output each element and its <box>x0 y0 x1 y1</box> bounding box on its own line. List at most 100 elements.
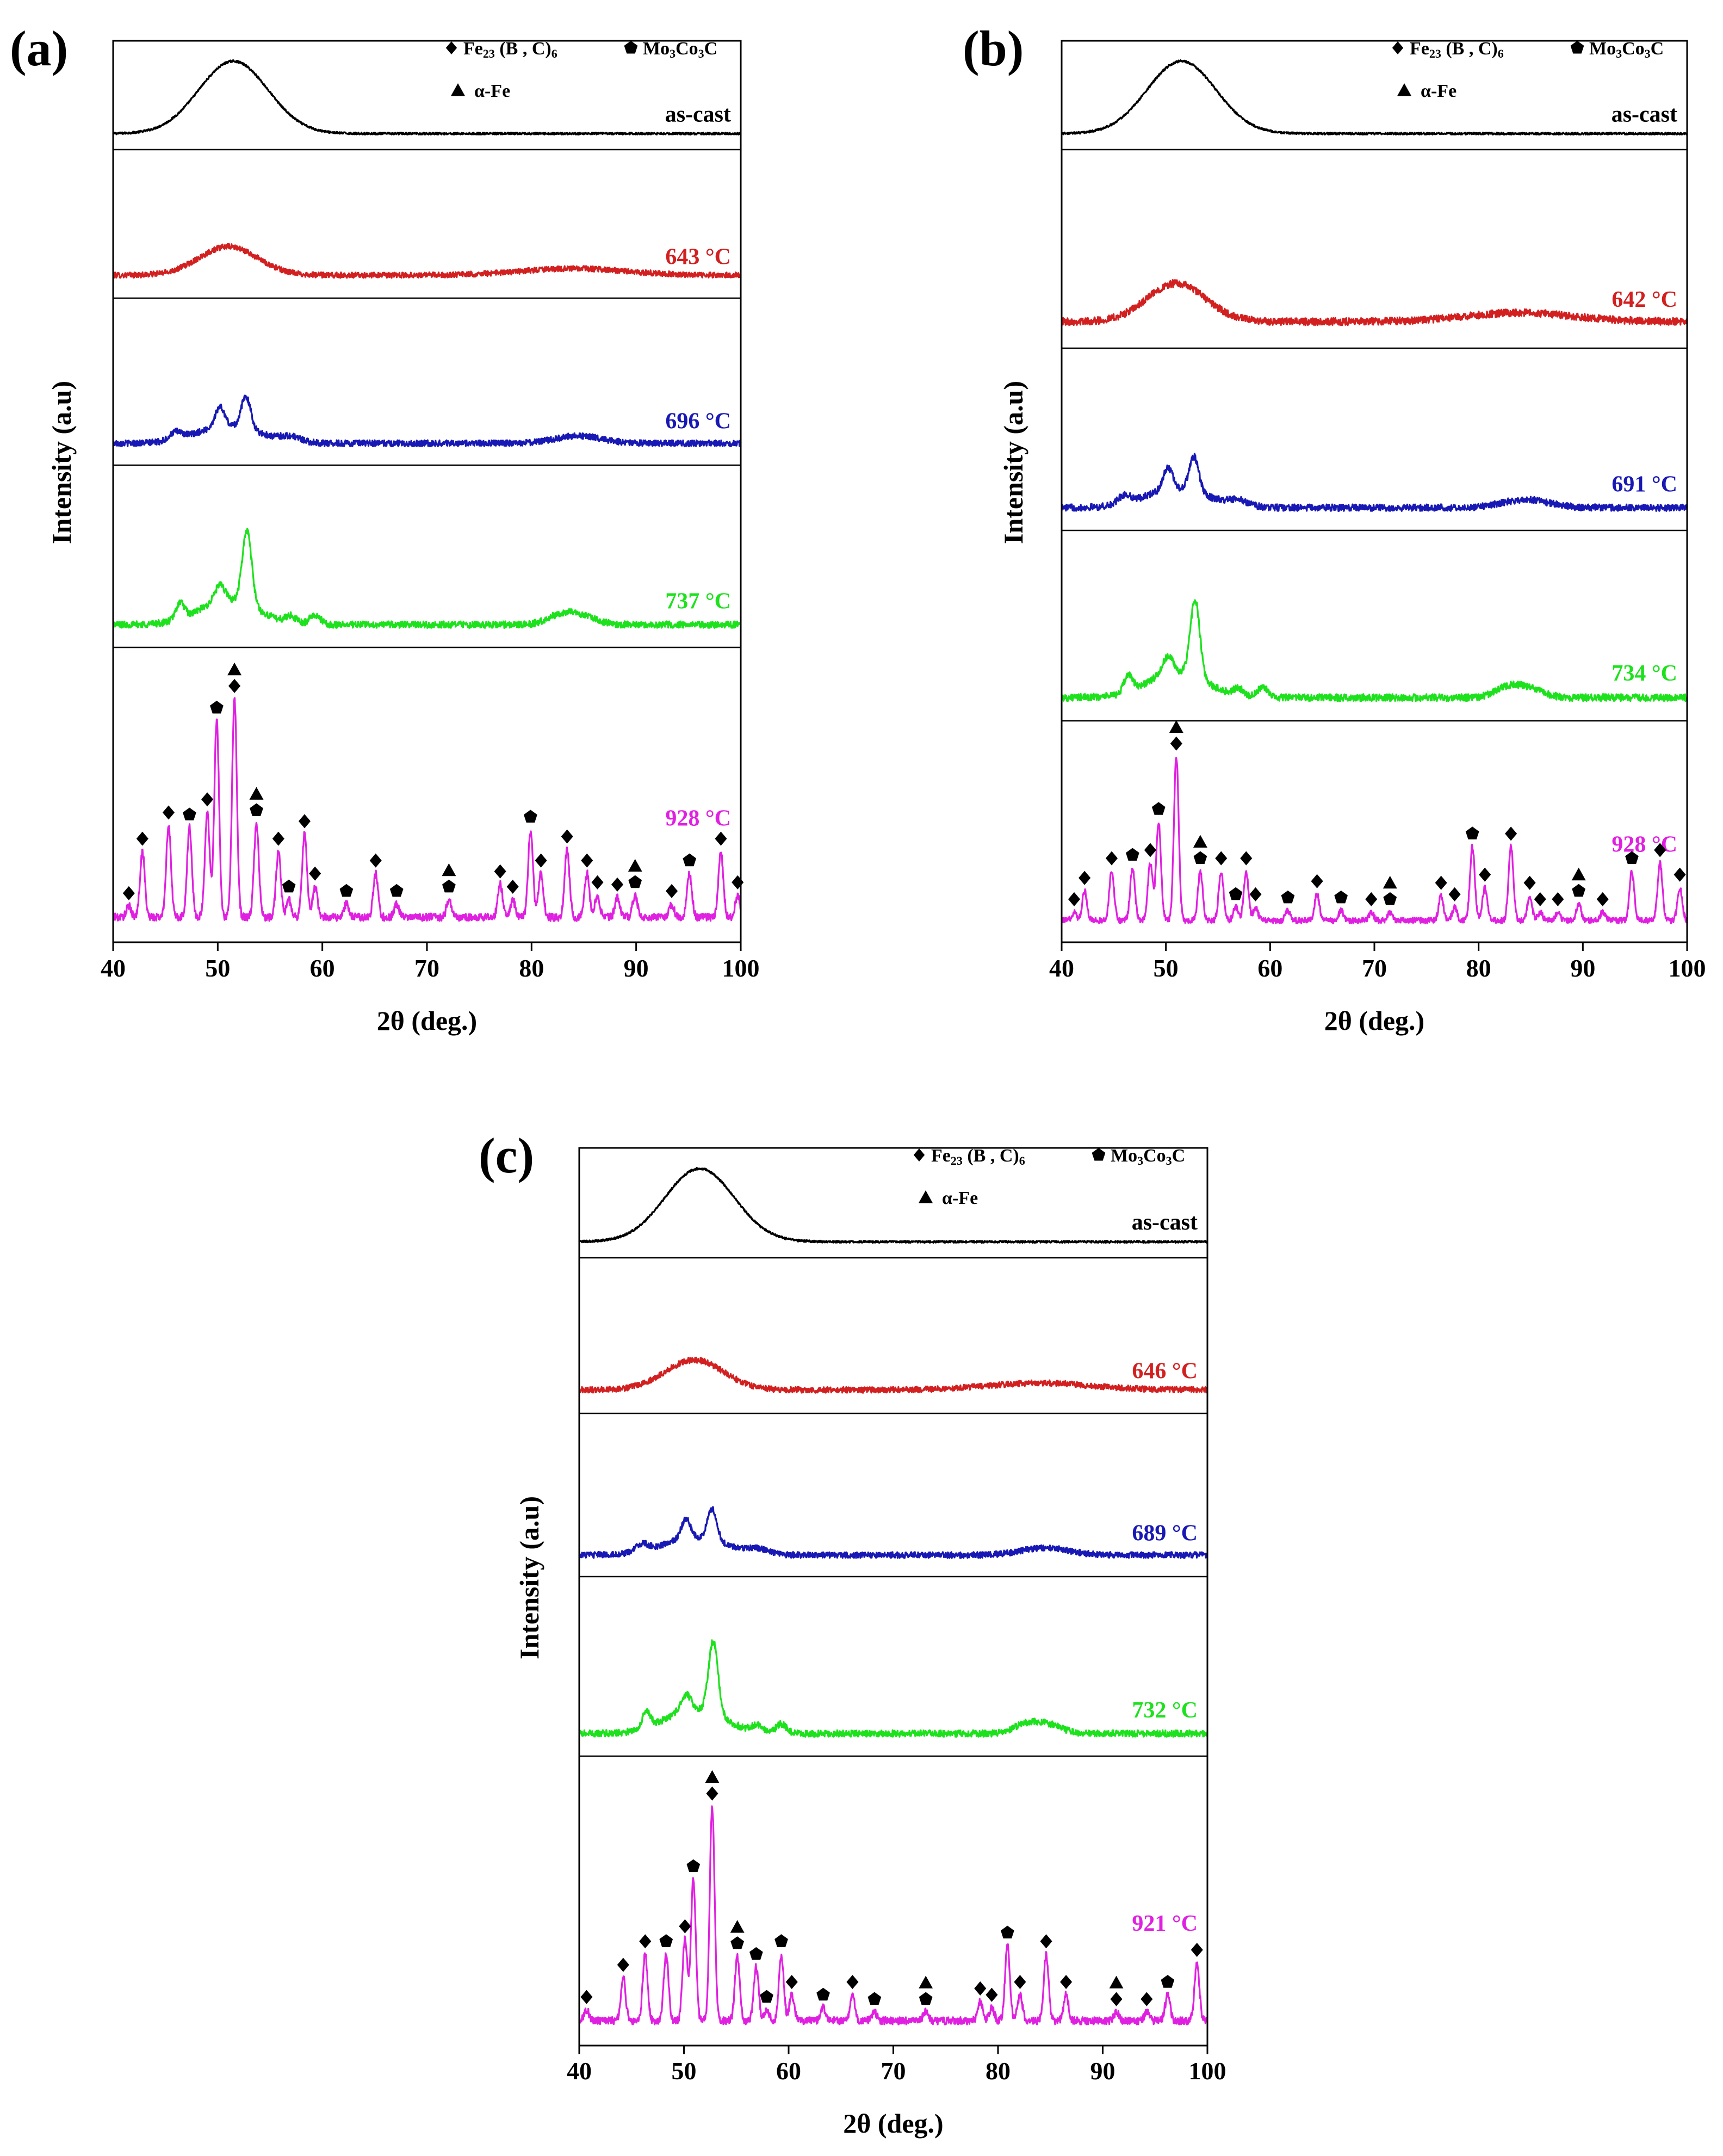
x-tick-label: 100 <box>1669 954 1706 982</box>
series-label: 642 °C <box>1612 287 1677 312</box>
legend-label-mo3co3c: Mo3Co3C <box>1111 1146 1185 1167</box>
phase-marker-diamond <box>1534 892 1546 906</box>
phase-marker-triangle <box>249 787 264 800</box>
phase-marker-diamond <box>1105 851 1118 866</box>
phase-marker-diamond <box>974 1981 987 1996</box>
phase-marker-diamond <box>785 1975 798 1990</box>
phase-marker-diamond <box>1170 736 1182 751</box>
series-label: 691 °C <box>1612 472 1677 497</box>
x-tick-label: 60 <box>310 954 335 982</box>
phase-marker-diamond <box>1141 1992 1153 2006</box>
phase-marker-diamond <box>535 853 547 868</box>
legend-label-mo3co3c: Mo3Co3C <box>1589 39 1664 60</box>
x-tick-label: 90 <box>624 954 649 982</box>
phase-marker-diamond <box>1014 1975 1026 1990</box>
phase-marker-diamond <box>611 877 624 892</box>
series-line <box>578 1805 1208 2025</box>
legend-label-fe23bc6: Fe23 (B , C)6 <box>1410 39 1504 60</box>
plot-frame <box>578 1147 1208 2047</box>
phase-marker-diamond <box>591 875 604 889</box>
x-axis-label: 2θ (deg.) <box>843 2108 943 2139</box>
phase-marker-pentagon <box>1151 802 1166 815</box>
series-label: 732 °C <box>1132 1698 1198 1723</box>
x-tick-label: 60 <box>776 2057 801 2085</box>
x-tick-label: 90 <box>1090 2057 1115 2085</box>
phase-marker-pentagon <box>1465 826 1479 839</box>
legend-label-fe23bc6: Fe23 (B , C)6 <box>463 39 557 60</box>
phase-marker-pentagon <box>919 1992 933 2005</box>
legend: Fe23 (B , C)6 Mo3Co3C α-Fe <box>1392 39 1664 101</box>
series-line <box>112 697 742 922</box>
legend-pentagon-icon <box>1092 1148 1106 1161</box>
panel-label: (b) <box>963 21 1024 76</box>
x-tick-label: 80 <box>1466 954 1491 982</box>
phase-marker-pentagon <box>389 884 404 897</box>
phase-marker-pentagon <box>749 1947 763 1960</box>
phase-marker-pentagon <box>1383 892 1397 905</box>
y-axis-label: Intensity (a.u) <box>46 381 77 544</box>
phase-marker-triangle <box>919 1975 933 1989</box>
phase-marker-pentagon <box>1001 1925 1014 1939</box>
x-tick-label: 100 <box>1189 2057 1226 2085</box>
phase-marker-pentagon <box>524 810 537 823</box>
phase-marker-diamond <box>506 879 519 894</box>
phase-marker-pentagon <box>1281 890 1295 904</box>
chart-panel-a: (a) as-cast 643 °C 696 °C 737 °C 928 °C 40 50 60… <box>10 21 760 1036</box>
phase-marker-diamond <box>846 1975 859 1990</box>
series-label: 928 °C <box>665 806 731 831</box>
phase-marker-diamond <box>494 864 506 879</box>
phase-marker-diamond <box>1079 870 1091 885</box>
phase-marker-pentagon <box>686 1859 701 1873</box>
legend-triangle-icon <box>919 1190 933 1203</box>
phase-marker-diamond <box>1311 874 1323 888</box>
series-label: 689 °C <box>1132 1521 1198 1546</box>
y-axis-label: Intensity (a.u) <box>998 381 1028 544</box>
phase-marker-diamond <box>309 866 321 881</box>
phase-marker-diamond <box>1448 887 1461 901</box>
phase-marker-diamond <box>1523 875 1536 890</box>
series-label: as-cast <box>665 102 731 127</box>
phase-marker-triangle <box>442 863 456 876</box>
series-line <box>579 1167 1208 1244</box>
panel-label: (c) <box>479 1128 534 1183</box>
phase-marker-diamond <box>1240 851 1253 866</box>
series-label: 928 °C <box>1612 832 1677 857</box>
phase-marker-pentagon <box>250 803 263 816</box>
phase-marker-triangle <box>705 1770 720 1783</box>
phase-marker-diamond <box>1552 892 1564 906</box>
legend-diamond-icon <box>1392 41 1404 54</box>
phase-marker-pentagon <box>442 879 456 893</box>
phase-marker-pentagon <box>628 875 642 888</box>
phase-marker-diamond <box>617 1957 629 1972</box>
phase-marker-pentagon <box>730 1936 744 1949</box>
phase-marker-diamond <box>201 792 214 807</box>
series-line <box>1061 279 1688 326</box>
phase-marker-diamond <box>122 886 135 900</box>
phase-marker-diamond <box>666 884 678 898</box>
legend-diamond-icon <box>913 1148 925 1162</box>
phase-marker-diamond <box>272 831 284 846</box>
x-tick-label: 40 <box>1049 954 1074 982</box>
phase-marker-triangle <box>1169 720 1183 733</box>
series-label: as-cast <box>1132 1210 1198 1235</box>
phase-marker-diamond <box>162 805 175 820</box>
series-label: 921 °C <box>1132 1911 1198 1936</box>
legend-diamond-icon <box>445 41 457 54</box>
phase-marker-diamond <box>732 875 744 889</box>
phase-marker-pentagon <box>659 1934 673 1947</box>
series-line <box>112 528 742 629</box>
panel-label: (a) <box>10 21 68 76</box>
legend-label-alpha-fe: α-Fe <box>1421 81 1457 101</box>
phase-marker-pentagon <box>774 1934 788 1947</box>
phase-marker-triangle <box>1193 835 1207 848</box>
phase-marker-pentagon <box>1193 851 1207 864</box>
legend: Fe23 (B , C)6 Mo3Co3C α-Fe <box>913 1146 1185 1208</box>
phase-marker-pentagon <box>339 884 354 897</box>
legend-label-fe23bc6: Fe23 (B , C)6 <box>931 1146 1025 1167</box>
series-line <box>579 1639 1208 1738</box>
phase-marker-triangle <box>730 1920 745 1933</box>
x-tick-label: 50 <box>205 954 230 982</box>
series-label: 734 °C <box>1612 661 1677 686</box>
x-axis-label: 2θ (deg.) <box>1324 1005 1424 1036</box>
phase-marker-diamond <box>1674 867 1686 882</box>
